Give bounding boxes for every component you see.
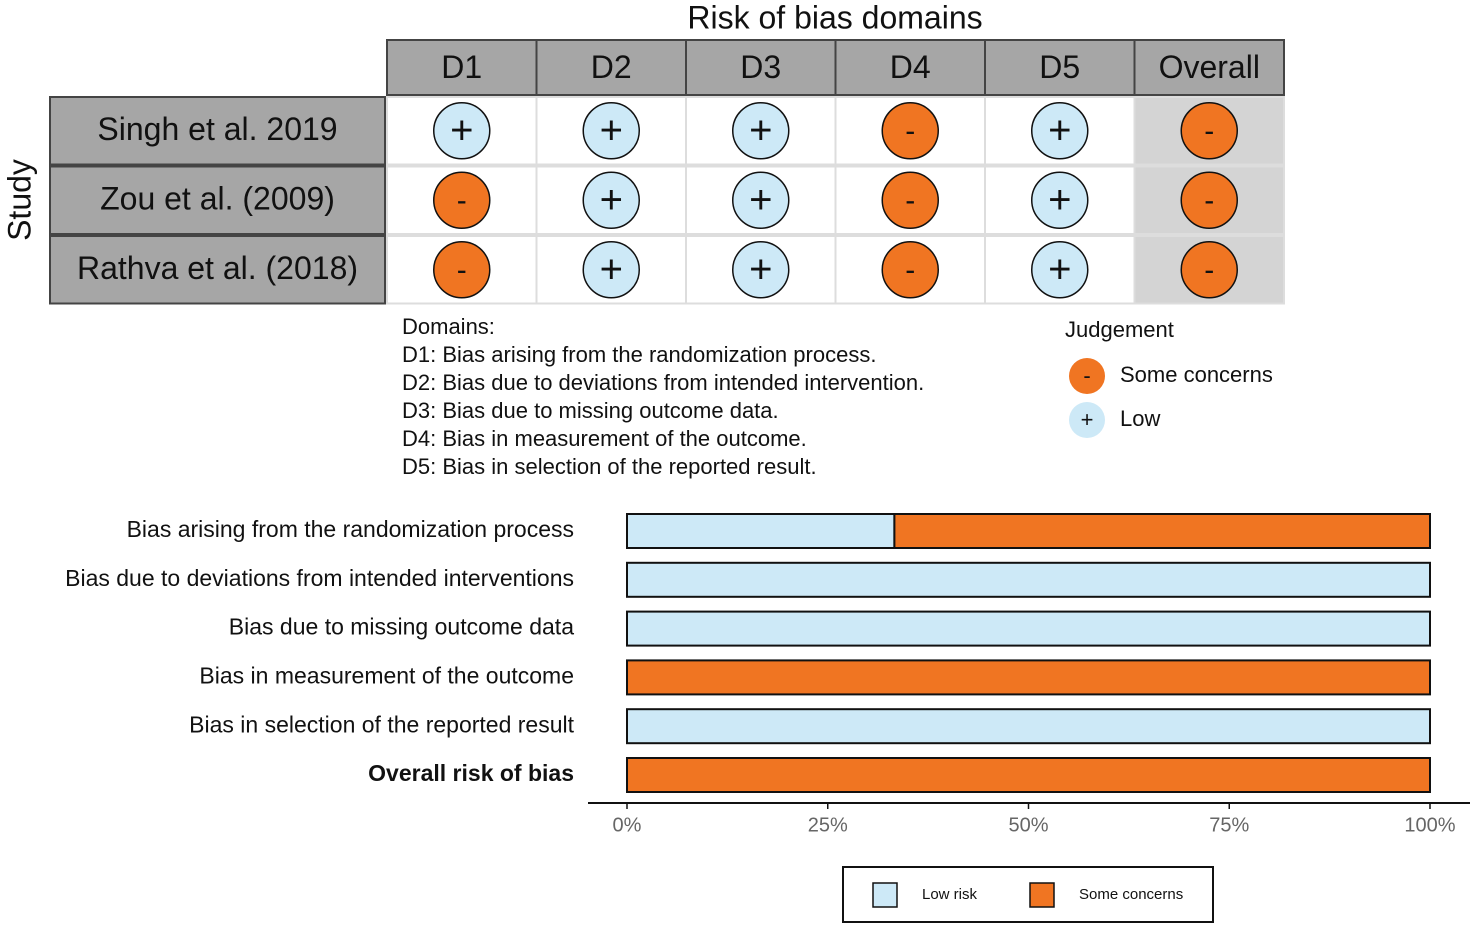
judgement-symbol: + [600, 247, 623, 291]
y-tick-label: Overall risk of bias [368, 760, 574, 786]
judgement-circle [433, 102, 491, 160]
domain-description: D5: Bias in selection of the reported re… [402, 454, 817, 479]
column-header: D5 [1039, 49, 1080, 85]
judgement-symbol: - [905, 115, 915, 148]
bar-segment [626, 708, 1431, 745]
judgement-circle [881, 241, 939, 299]
judgement-circle [732, 171, 790, 229]
study-cell [49, 165, 386, 235]
bar-segment [626, 513, 896, 549]
legend-box [842, 866, 1214, 923]
bar-segment [893, 513, 1431, 549]
judgement-circle [732, 102, 790, 160]
column-header: Overall [1159, 49, 1260, 85]
legend-symbol-circle [1069, 402, 1105, 438]
domain-description: D2: Bias due to deviations from intended… [402, 370, 924, 395]
judgement-circle [1180, 102, 1238, 160]
judgement-symbol: + [749, 108, 772, 152]
judgement-symbol: + [749, 178, 772, 222]
column-header-cell [1133, 39, 1285, 96]
judgement-circle [582, 171, 640, 229]
legend-swatch [872, 882, 898, 908]
legend-label: Low risk [922, 886, 978, 903]
judgement-symbol: - [457, 254, 467, 287]
column-header: D1 [441, 49, 482, 85]
legend-symbol-circle [1069, 358, 1105, 394]
judgement-circle [1031, 102, 1089, 160]
traffic-light-title: Risk of bias domains [687, 0, 982, 35]
legend-swatch [1029, 882, 1055, 908]
study-name: Zou et al. (2009) [100, 181, 335, 217]
judgement-symbol: + [600, 178, 623, 222]
judgement-symbol: - [1204, 184, 1214, 217]
domains-title: Domains: [402, 314, 495, 339]
x-tick-label: 100% [1404, 814, 1455, 836]
y-tick-label: Bias arising from the randomization proc… [127, 516, 574, 542]
judgement-symbol: - [905, 254, 915, 287]
judgement-circle [433, 241, 491, 299]
bar-segment [626, 561, 1431, 598]
judgement-symbol: - [905, 184, 915, 217]
bar-segment [626, 757, 1431, 793]
judgement-symbol: + [1048, 247, 1071, 291]
judgement-circle [1031, 171, 1089, 229]
study-cell [49, 96, 386, 166]
y-tick-label: Bias in selection of the reported result [189, 711, 574, 737]
legend-label: Low [1120, 406, 1160, 431]
legend-label: Some concerns [1120, 362, 1273, 387]
y-axis-label: Study [1, 159, 37, 241]
judgement-circle [881, 102, 939, 160]
column-header: D2 [591, 49, 632, 85]
x-tick-label: 50% [1008, 814, 1048, 836]
judgement-circle [582, 241, 640, 299]
judgement-symbol: + [1048, 178, 1071, 222]
domain-description: D4: Bias in measurement of the outcome. [402, 426, 807, 451]
column-header: D3 [740, 49, 781, 85]
judgement-symbol: - [457, 184, 467, 217]
legend-label: Some concerns [1079, 886, 1183, 903]
judgement-symbol: + [600, 108, 623, 152]
legend-symbol: - [1083, 363, 1090, 388]
x-tick-label: 75% [1209, 814, 1249, 836]
y-tick-label: Bias due to deviations from intended int… [65, 565, 574, 591]
bar-segment [626, 659, 1431, 696]
column-header-cell [984, 39, 1136, 96]
column-header-cell [386, 39, 538, 96]
domain-description: D1: Bias arising from the randomization … [402, 342, 876, 367]
judgement-circle [732, 241, 790, 299]
judgement-symbol: + [749, 247, 772, 291]
judgement-circle [1031, 241, 1089, 299]
domain-description: D3: Bias due to missing outcome data. [402, 398, 779, 423]
x-tick-label: 0% [613, 814, 642, 836]
judgement-symbol: + [1048, 108, 1071, 152]
judgement-symbol: - [1204, 254, 1214, 287]
x-tick-label: 25% [808, 814, 848, 836]
y-tick-label: Bias in measurement of the outcome [199, 662, 574, 688]
judgement-symbol: + [450, 108, 473, 152]
bar-segment [626, 610, 1431, 647]
column-header-cell [535, 39, 687, 96]
study-cell [49, 235, 386, 305]
study-name: Rathva et al. (2018) [77, 250, 358, 286]
judgement-circle [433, 171, 491, 229]
judgement-symbol: - [1204, 115, 1214, 148]
y-tick-label: Bias due to missing outcome data [229, 614, 574, 640]
judgement-circle [881, 171, 939, 229]
legend-title: Judgement [1065, 317, 1174, 342]
legend-symbol: + [1081, 407, 1094, 432]
judgement-circle [582, 102, 640, 160]
study-name: Singh et al. 2019 [97, 111, 337, 147]
column-header: D4 [890, 49, 931, 85]
column-header-cell [834, 39, 986, 96]
judgement-circle [1180, 241, 1238, 299]
judgement-circle [1180, 171, 1238, 229]
